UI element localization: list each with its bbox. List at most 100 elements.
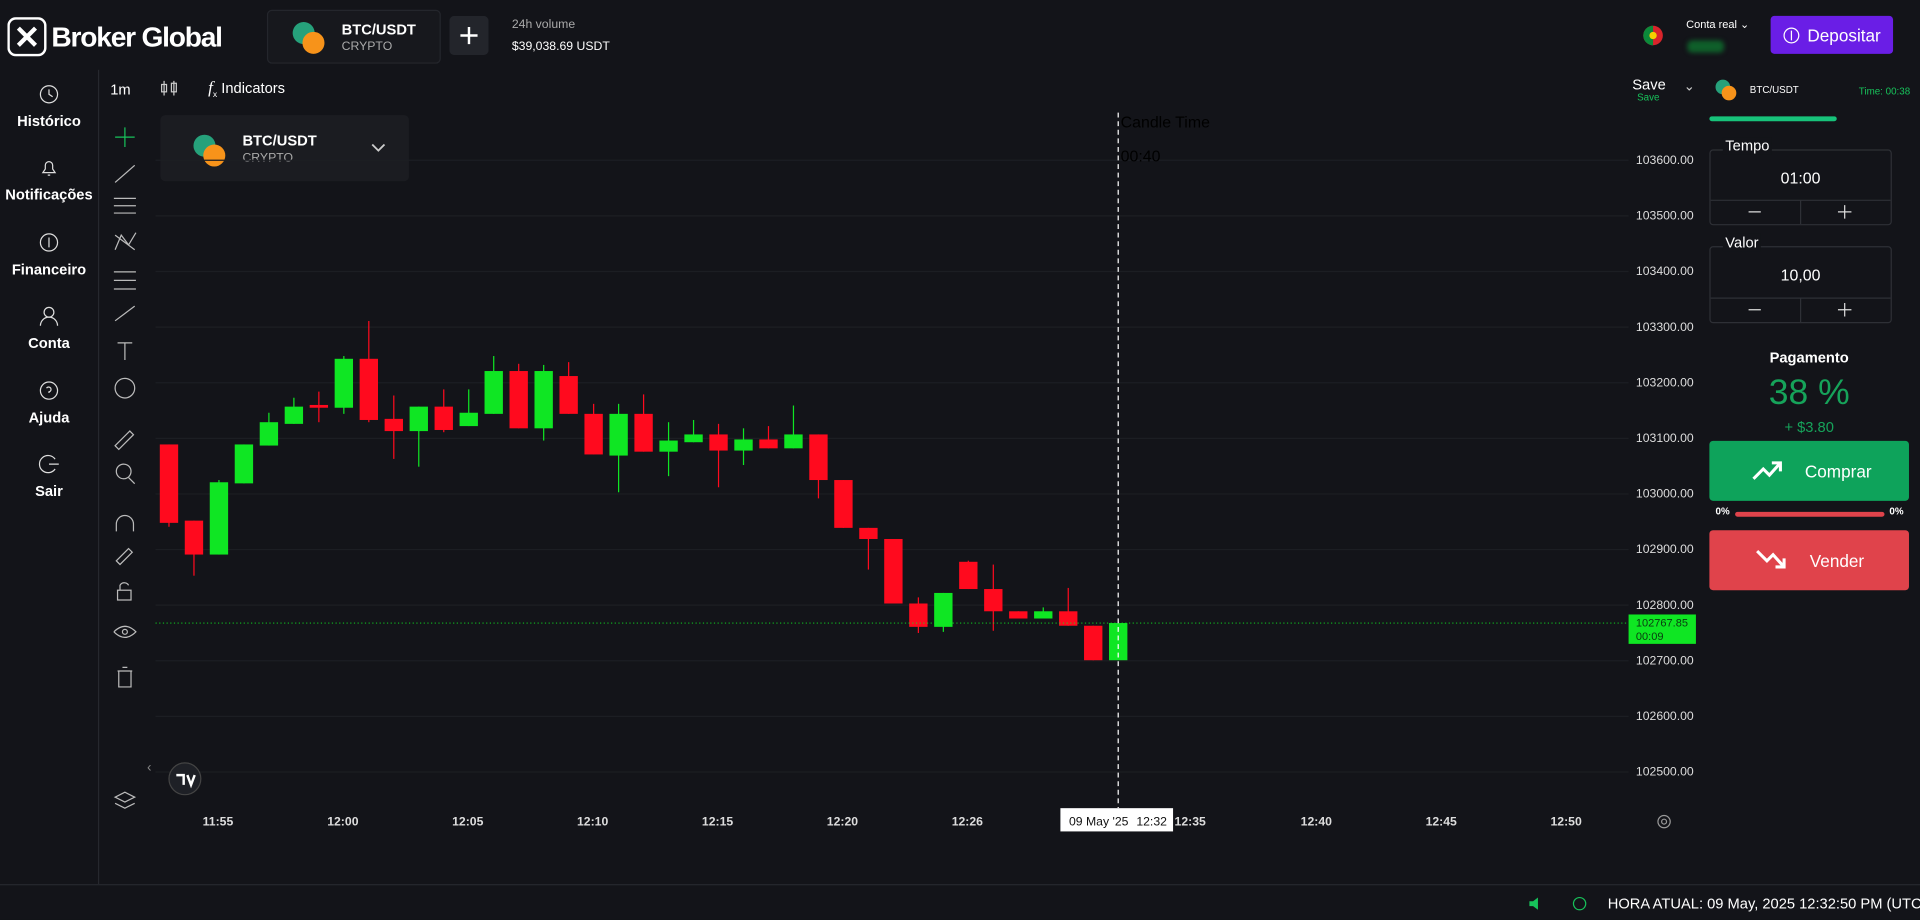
sidebar-item[interactable]: Financeiro — [0, 230, 98, 278]
candle-body — [1034, 611, 1053, 619]
sidebar-label: Financeiro — [11, 260, 87, 278]
asset-pill[interactable]: BTC/USDT CRYPTO — [266, 9, 441, 64]
candle-time-label: Candle Time — [1121, 114, 1210, 131]
x-tick-label: 12:45 — [1426, 814, 1457, 828]
sidebar-item[interactable]: Sair — [0, 452, 98, 500]
candle-body — [1109, 623, 1128, 661]
candle-body — [184, 520, 204, 555]
countdown: 00:09 — [1636, 631, 1664, 643]
volume-value: $39,038.69 USDT — [511, 40, 610, 54]
footer-border — [0, 884, 1920, 886]
y-tick-label: 103400.00 — [1636, 264, 1694, 278]
crosshair-time: 12:32 — [1136, 814, 1167, 828]
sidebar-icon — [39, 380, 59, 400]
logo[interactable]: Broker Global — [7, 17, 236, 57]
buy-button[interactable]: Comprar — [1709, 440, 1909, 501]
y-tick-label: 102800.00 — [1636, 598, 1694, 612]
buy-text: Comprar — [1804, 461, 1872, 482]
sidebar-icon — [39, 85, 59, 104]
sidebar-label: Sair — [35, 482, 63, 500]
flag — [1643, 25, 1663, 46]
timer-bar — [1709, 116, 1837, 122]
y-tick-label: 102500.00 — [1636, 765, 1694, 779]
symbol-name: BTC/USDT — [242, 132, 317, 150]
save[interactable]: Save — [1632, 75, 1666, 94]
candle-body — [409, 406, 428, 432]
last-price: 102767.85 — [1636, 618, 1688, 630]
symbol-box[interactable]: BTC/USDT CRYPTO — [160, 115, 409, 182]
deposit-text: Depositar — [1807, 25, 1881, 45]
y-tick-label: 102900.00 — [1636, 542, 1694, 556]
sidebar-item[interactable]: Conta — [0, 304, 98, 352]
y-tick-label: 102700.00 — [1636, 653, 1694, 667]
candle-body — [459, 412, 478, 427]
candle-body — [834, 480, 853, 528]
logo-text: Broker Global — [51, 20, 223, 53]
candle-body — [584, 413, 603, 455]
chart-type-icon[interactable] — [159, 78, 179, 98]
chart-settings[interactable] — [1656, 813, 1673, 830]
candle-body — [509, 371, 528, 429]
interval[interactable]: 1m — [110, 80, 131, 98]
buy-share: 0% — [1715, 505, 1730, 517]
sidebar-item[interactable]: Notificações — [0, 156, 98, 204]
y-tick-label: 103200.00 — [1636, 375, 1694, 389]
save-chevron[interactable]: ⌄ — [1683, 79, 1695, 95]
footer-icons[interactable] — [1528, 895, 1589, 912]
y-tick-label: 103100.00 — [1636, 431, 1694, 445]
balance-blur — [1687, 40, 1725, 53]
candle-body — [209, 482, 229, 555]
x-tick-label: 12:26 — [952, 814, 983, 828]
candle-body — [384, 418, 403, 432]
candle-body — [984, 589, 1003, 612]
sell-icon — [1756, 549, 1786, 569]
amount-box[interactable]: 10,00 — [1709, 246, 1892, 324]
account-text: Conta real — [1686, 18, 1737, 31]
candle-body — [334, 358, 354, 408]
candle-time: 00:40 — [1121, 149, 1161, 166]
x-tick-label: 12:15 — [702, 814, 733, 828]
candle-body — [1009, 611, 1028, 619]
collapse-arrow[interactable]: ‹ — [146, 760, 152, 776]
x-tick-label: 12:50 — [1550, 814, 1581, 828]
sidebar-label: Conta — [28, 334, 70, 352]
account-type[interactable]: Conta real ⌄ — [1686, 18, 1750, 31]
y-tick-label: 103500.00 — [1636, 209, 1694, 223]
candle-body — [609, 413, 628, 456]
sidebar-icon — [38, 454, 59, 474]
candle-body — [884, 538, 903, 604]
deposit-button[interactable]: Depositar — [1770, 15, 1894, 54]
candle-body — [709, 434, 728, 451]
time-box[interactable]: 01:00 — [1709, 149, 1892, 226]
candle-body — [234, 444, 254, 484]
asset-symbol: BTC/USDT — [341, 20, 416, 38]
amount-label: Valor — [1722, 233, 1761, 252]
x-tick-label: 11:55 — [203, 814, 234, 828]
sidebar-item[interactable]: Ajuda — [0, 378, 98, 426]
sidebar-icon — [39, 306, 59, 326]
candle-body — [1084, 625, 1103, 661]
symbol-icon — [193, 134, 226, 167]
buy-icon — [1752, 461, 1782, 480]
candle-body — [734, 439, 753, 451]
candle-body — [934, 592, 953, 627]
candle-body — [159, 444, 179, 523]
x-tick-label: 12:35 — [1175, 814, 1206, 828]
x-tick-label: 12:40 — [1301, 814, 1332, 828]
add-asset-button[interactable] — [449, 15, 489, 56]
sidebar-item[interactable]: Histórico — [0, 82, 98, 130]
time-stepper[interactable] — [1710, 199, 1891, 225]
clock: HORA ATUAL: 09 May, 2025 12:32:50 PM (UT… — [1607, 895, 1920, 913]
amount-value: 10,00 — [1780, 265, 1821, 285]
sell-button[interactable]: Vender — [1709, 530, 1909, 591]
indicators[interactable]: fx Indicators — [208, 79, 286, 100]
sidebar-icon — [41, 161, 57, 177]
amount-stepper[interactable] — [1710, 297, 1891, 323]
drawing-tools[interactable] — [108, 118, 145, 828]
sidebar-label: Notificações — [5, 186, 93, 204]
candle-body — [309, 404, 329, 408]
sell-text: Vender — [1809, 551, 1865, 571]
crosshair-tooltip — [1060, 808, 1174, 832]
sidebar-border — [97, 69, 100, 885]
